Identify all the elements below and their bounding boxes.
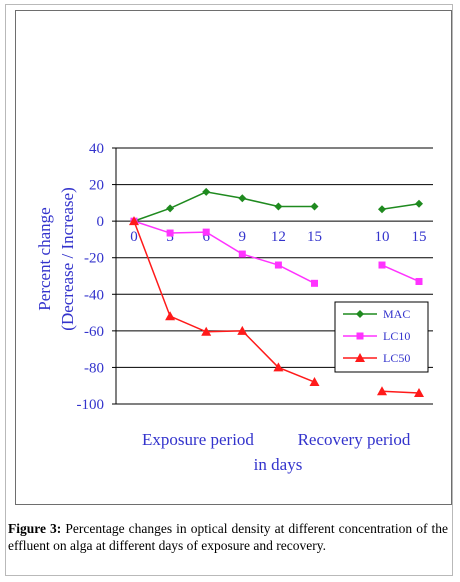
- data-point-mac: [238, 194, 247, 203]
- y-axis-label-line1: Percent change: [35, 207, 54, 310]
- x-tick-label-exposure: 6: [202, 229, 210, 245]
- legend-box: [334, 301, 429, 373]
- data-point-lc50: [414, 388, 424, 398]
- caption-text: Percentage changes in optical density at…: [8, 521, 449, 553]
- x-tick-label-exposure: 9: [239, 229, 247, 245]
- data-point-mac: [378, 205, 386, 214]
- series-line-lc50-recovery: [381, 390, 420, 394]
- series-line-lc10-exposure: [133, 220, 315, 284]
- x-tick-label-exposure: 12: [271, 229, 286, 245]
- legend-marker-lc50: [355, 353, 365, 362]
- y-tick-label: -40: [84, 287, 104, 303]
- y-tick-label: -80: [84, 360, 104, 376]
- data-point-lc50: [273, 362, 284, 372]
- legend-label-lc50: LC50: [383, 351, 410, 365]
- x-tick-label-exposure: 0: [130, 229, 138, 245]
- x-axis-label-recovery: Recovery period: [298, 430, 411, 449]
- data-point-lc50: [165, 311, 176, 321]
- legend-marker-mac: [356, 310, 364, 318]
- legend-label-lc10: LC10: [383, 329, 410, 343]
- x-axis-label-exposure: Exposure period: [142, 430, 254, 449]
- data-point-lc10: [238, 250, 246, 258]
- y-tick-label: 20: [89, 178, 104, 194]
- data-point-mac: [166, 204, 175, 213]
- y-tick-label: -100: [77, 397, 105, 413]
- data-point-mac: [415, 199, 423, 208]
- data-point-lc50: [201, 326, 212, 336]
- data-point-lc50: [237, 325, 248, 335]
- data-point-lc50: [377, 386, 387, 396]
- x-tick-label-exposure: 15: [307, 229, 322, 245]
- x-tick-label-recovery: 10: [375, 229, 390, 245]
- data-point-lc10: [202, 228, 210, 236]
- x-tick-label-recovery: 15: [412, 229, 427, 245]
- data-point-lc10: [166, 229, 174, 237]
- data-point-lc10: [415, 277, 423, 285]
- y-tick-label: 0: [97, 214, 105, 230]
- data-point-lc50: [309, 377, 320, 387]
- x-tick-label-exposure: 3: [166, 229, 174, 245]
- data-point-lc10: [274, 261, 282, 269]
- y-tick-label: -60: [84, 324, 104, 340]
- series-line-mac-recovery: [381, 203, 420, 210]
- series-line-lc10-recovery: [381, 264, 420, 283]
- legend-marker-lc10: [356, 332, 364, 340]
- chart-frame: 40 20 0 -20 -40 -60 -80 -100 0 3 6 9 12 15 10 15 MAC LC10…: [15, 10, 452, 505]
- series-line-mac-exposure: [133, 191, 315, 222]
- data-point-mac: [274, 202, 283, 211]
- x-axis-label-days: in days: [254, 455, 303, 474]
- legend-label-mac: MAC: [383, 307, 410, 321]
- data-point-lc10: [378, 261, 386, 269]
- y-tick-label: -20: [84, 251, 104, 267]
- y-tick-label: 40: [89, 141, 104, 157]
- caption-label: Figure 3:: [8, 521, 62, 536]
- y-axis-label-line2: (Decrease / Increase): [58, 187, 77, 330]
- series-line-lc50-exposure: [133, 220, 315, 383]
- data-point-lc50: [129, 216, 139, 226]
- figure-caption: Figure 3: Percentage changes in optical …: [8, 520, 448, 554]
- data-point-mac: [310, 202, 319, 211]
- data-point-lc10: [311, 279, 318, 287]
- line-chart: 40 20 0 -20 -40 -60 -80 -100 0 3 6 9 12 15 10 15 MAC LC10…: [35, 141, 433, 474]
- data-point-mac: [202, 187, 211, 196]
